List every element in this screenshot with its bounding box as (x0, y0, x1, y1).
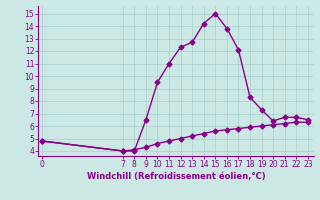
X-axis label: Windchill (Refroidissement éolien,°C): Windchill (Refroidissement éolien,°C) (87, 172, 265, 181)
